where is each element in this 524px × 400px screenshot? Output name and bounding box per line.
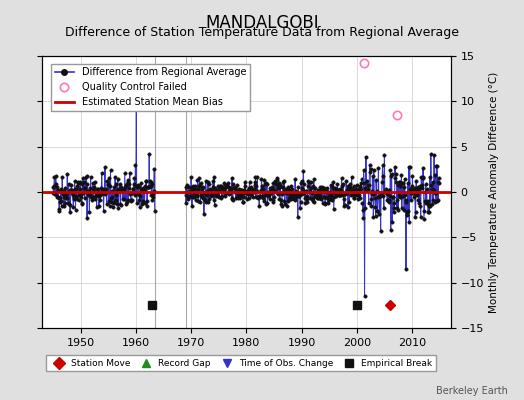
Text: Difference of Station Temperature Data from Regional Average: Difference of Station Temperature Data f… [65,26,459,39]
Text: Berkeley Earth: Berkeley Earth [436,386,508,396]
Y-axis label: Monthly Temperature Anomaly Difference (°C): Monthly Temperature Anomaly Difference (… [489,71,499,313]
Legend: Difference from Regional Average, Quality Control Failed, Estimated Station Mean: Difference from Regional Average, Qualit… [51,64,250,111]
Legend: Station Move, Record Gap, Time of Obs. Change, Empirical Break: Station Move, Record Gap, Time of Obs. C… [46,355,436,372]
Text: MANDALGOBI: MANDALGOBI [205,14,319,32]
